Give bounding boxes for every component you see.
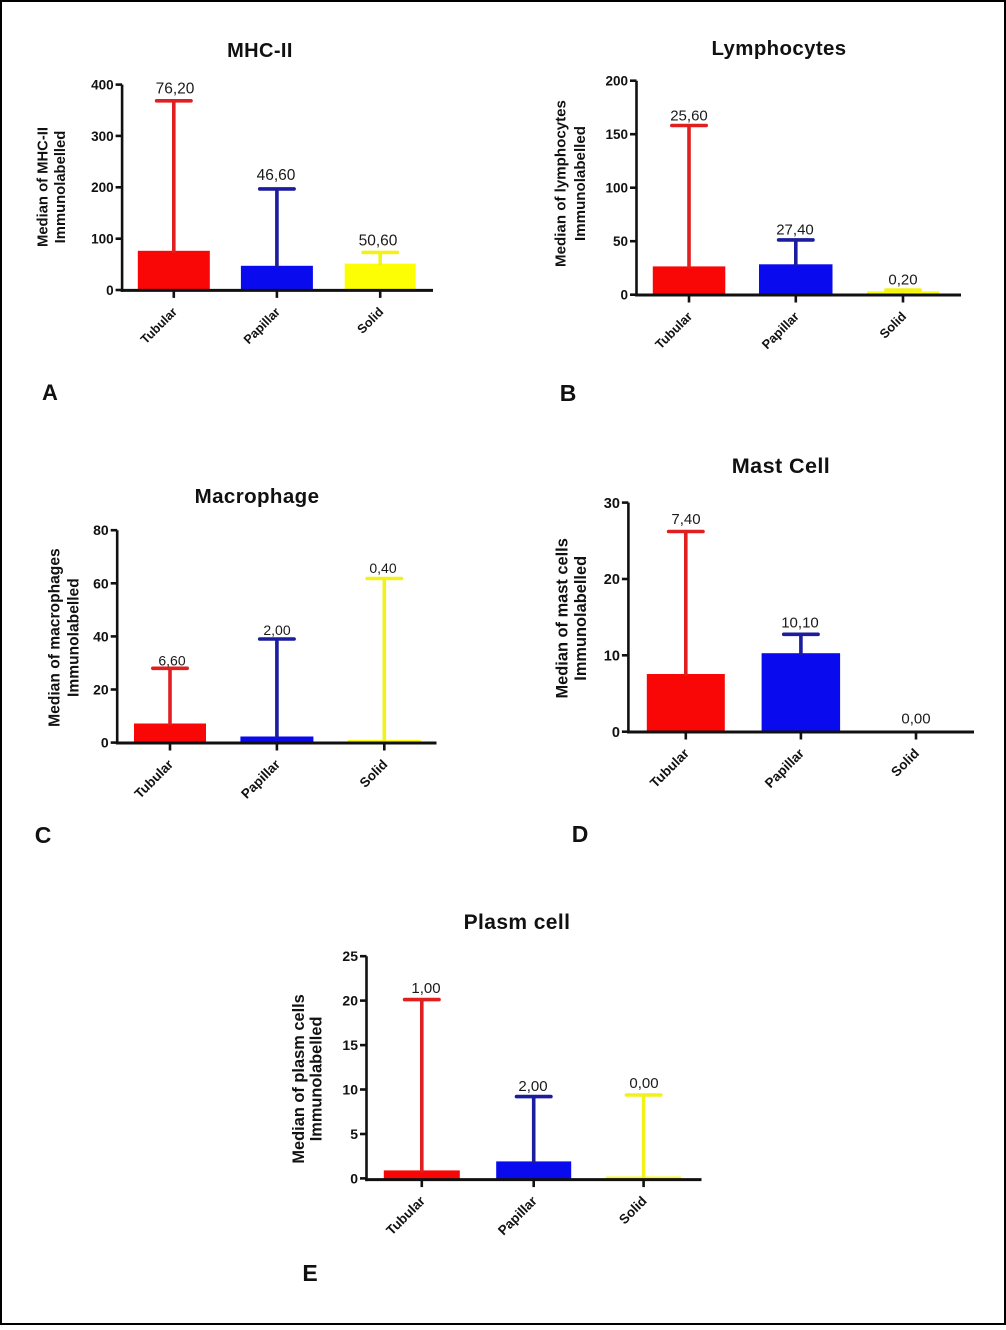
svg-text:2,00: 2,00 — [263, 622, 290, 638]
svg-text:10: 10 — [342, 1082, 358, 1098]
svg-text:Median of mast cells: Median of mast cells — [554, 538, 572, 698]
svg-text:Immunolabelled: Immunolabelled — [572, 126, 589, 241]
svg-text:1,00: 1,00 — [411, 980, 440, 997]
svg-text:Plasm cell: Plasm cell — [464, 911, 571, 934]
svg-text:E: E — [302, 1260, 317, 1286]
svg-text:200: 200 — [91, 180, 114, 195]
svg-text:300: 300 — [91, 129, 114, 144]
svg-text:Median of MHC-II: Median of MHC-II — [36, 127, 52, 247]
svg-text:0,00: 0,00 — [629, 1075, 658, 1092]
svg-text:0,20: 0,20 — [888, 272, 917, 289]
svg-text:30: 30 — [604, 496, 620, 512]
svg-text:100: 100 — [91, 232, 114, 247]
svg-text:0: 0 — [101, 735, 109, 751]
svg-text:B: B — [560, 380, 577, 406]
svg-text:0: 0 — [620, 288, 628, 303]
svg-text:76,20: 76,20 — [156, 81, 195, 98]
svg-text:40: 40 — [93, 628, 109, 644]
svg-text:Lymphocytes: Lymphocytes — [711, 38, 846, 60]
svg-text:Immunolabelled: Immunolabelled — [572, 556, 590, 681]
svg-text:10: 10 — [604, 649, 620, 665]
svg-text:0: 0 — [350, 1170, 358, 1186]
svg-text:D: D — [572, 821, 589, 847]
svg-text:25,60: 25,60 — [670, 108, 708, 125]
svg-text:Macrophage: Macrophage — [195, 485, 320, 508]
svg-text:200: 200 — [605, 74, 628, 89]
svg-text:50,60: 50,60 — [359, 233, 398, 250]
svg-text:25: 25 — [342, 948, 358, 964]
svg-text:15: 15 — [342, 1037, 358, 1053]
svg-text:10,10: 10,10 — [781, 615, 819, 632]
svg-text:Immunolabelled: Immunolabelled — [65, 578, 82, 697]
svg-text:400: 400 — [91, 77, 114, 92]
svg-text:2,00: 2,00 — [518, 1078, 547, 1095]
svg-text:C: C — [35, 822, 52, 848]
svg-text:Median of macrophages: Median of macrophages — [47, 548, 64, 727]
svg-text:27,40: 27,40 — [776, 222, 814, 239]
svg-text:0: 0 — [106, 283, 114, 298]
svg-text:6,60: 6,60 — [158, 652, 185, 668]
svg-text:7,40: 7,40 — [671, 511, 700, 528]
svg-text:50: 50 — [613, 234, 628, 249]
svg-text:150: 150 — [605, 127, 628, 142]
svg-text:80: 80 — [93, 522, 109, 538]
svg-text:A: A — [42, 380, 58, 405]
svg-text:Mast Cell: Mast Cell — [732, 453, 830, 478]
svg-text:Median of lymphocytes: Median of lymphocytes — [553, 100, 570, 267]
svg-text:60: 60 — [93, 575, 109, 591]
svg-text:5: 5 — [350, 1126, 358, 1142]
svg-text:46,60: 46,60 — [257, 167, 296, 184]
svg-text:Immunolabelled: Immunolabelled — [308, 1017, 326, 1142]
svg-text:Median of plasm cells: Median of plasm cells — [290, 994, 308, 1163]
svg-text:Immunolabelled: Immunolabelled — [53, 131, 69, 244]
svg-text:0: 0 — [612, 725, 620, 741]
svg-text:20: 20 — [604, 572, 620, 588]
svg-text:20: 20 — [93, 682, 109, 698]
svg-text:MHC-II: MHC-II — [227, 40, 293, 62]
svg-text:20: 20 — [342, 993, 358, 1009]
svg-text:0,00: 0,00 — [901, 711, 930, 728]
svg-text:0,40: 0,40 — [369, 560, 396, 576]
svg-text:100: 100 — [605, 181, 628, 196]
